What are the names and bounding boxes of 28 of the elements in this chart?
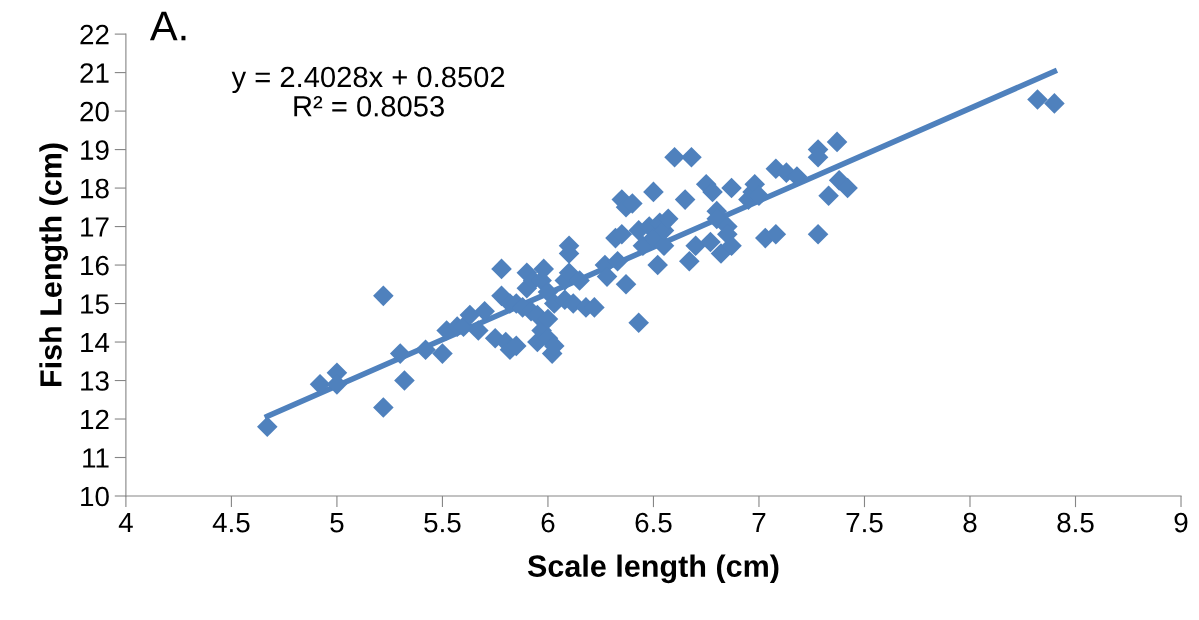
y-tick-label: 20 — [80, 101, 109, 122]
y-tick-label: 18 — [81, 178, 109, 199]
y-tick-label: 21 — [80, 63, 109, 83]
y-tick-label: 17 — [81, 217, 109, 237]
y-tick-label: 14 — [81, 332, 110, 353]
x-tick-label: 8.5 — [1057, 512, 1094, 533]
y-tick-label: 12 — [81, 409, 109, 430]
y-tick-label: 13 — [81, 371, 109, 391]
x-tick-label: 6 — [541, 512, 555, 533]
x-axis-title: Scale length (cm) — [527, 554, 779, 584]
y-tick-label: 19 — [81, 140, 109, 160]
y-tick-label: 11 — [83, 448, 109, 468]
y-tick-label: 22 — [80, 24, 109, 45]
x-tick-label: 4 — [118, 512, 133, 533]
y-tick-label: 16 — [81, 255, 109, 276]
y-axis-title: Fish Length (cm) — [39, 143, 68, 387]
x-tick-label: 9 — [1174, 512, 1188, 533]
chart-title: A. — [149, 11, 186, 41]
x-tick-label: 5.5 — [424, 512, 461, 533]
x-tick-label: 8 — [963, 512, 977, 533]
x-tick-label: 6.5 — [635, 512, 672, 533]
y-tick-label: 15 — [81, 294, 109, 314]
annotation: y = 2.4028x + 0.8502 R² = 0.8053 — [231, 66, 505, 117]
x-tick-label: 7.5 — [846, 512, 883, 533]
x-tick-label: 4.5 — [212, 512, 250, 533]
y-tick-label: 10 — [81, 486, 109, 507]
x-tick-label: 7 — [752, 512, 766, 533]
x-tick-label: 5 — [330, 512, 344, 533]
